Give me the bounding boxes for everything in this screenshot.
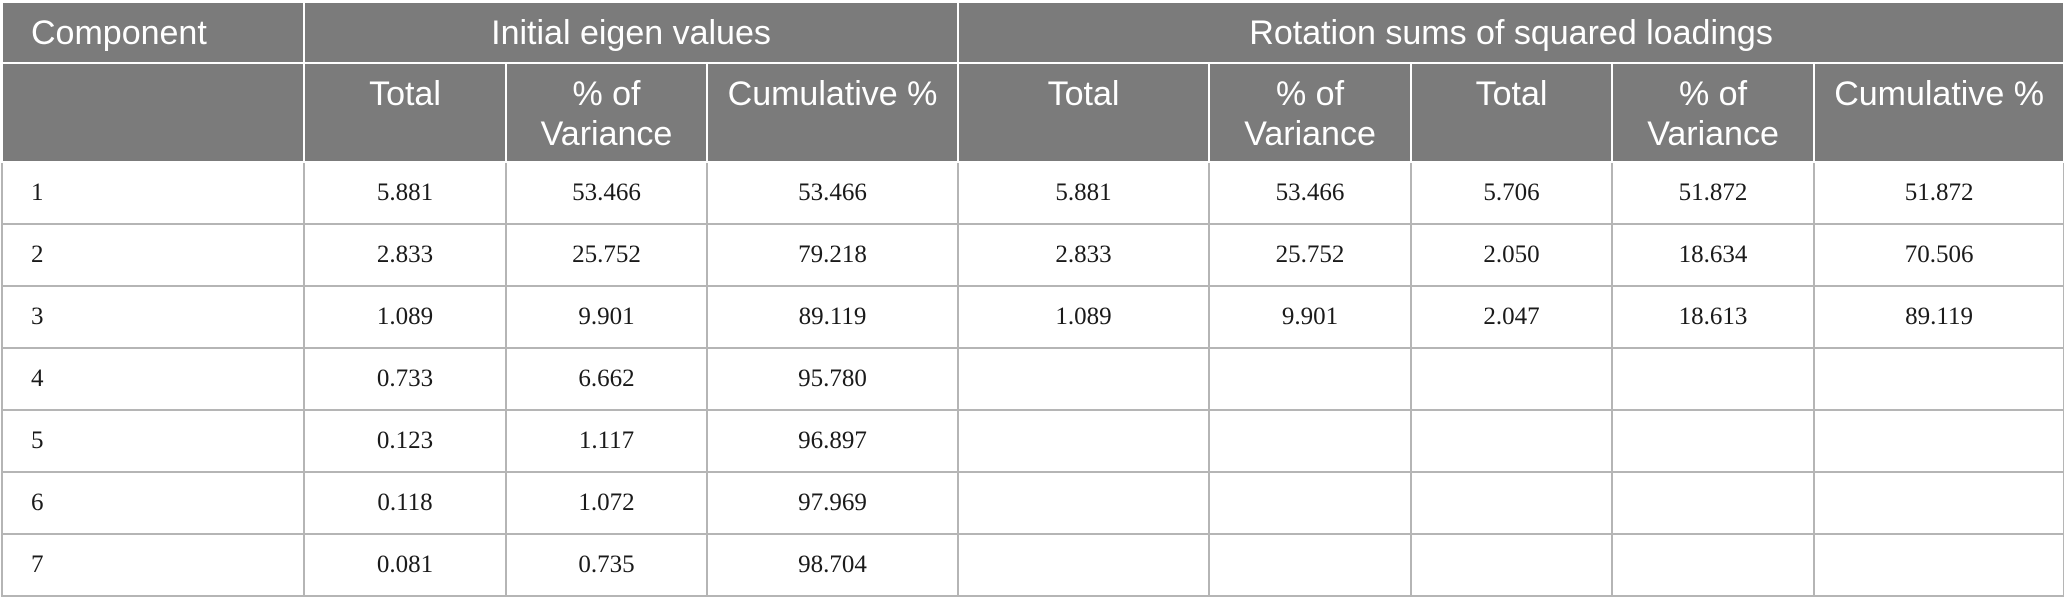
table-cell: 5.881	[303, 161, 507, 225]
table-row: 3 1.089 9.901 89.119 1.089 9.901 2.047 1…	[1, 285, 2064, 349]
sub-header-initial-total: Total	[303, 62, 507, 163]
table-cell: 53.466	[505, 161, 708, 225]
table-cell	[957, 533, 1211, 597]
table-row: 6 0.118 1.072 97.969	[1, 471, 2064, 535]
table-cell	[1611, 347, 1816, 411]
table-cell	[1611, 409, 1816, 473]
table-cell	[1208, 347, 1413, 411]
table-cell: 1.072	[505, 471, 708, 535]
component-cell: 5	[1, 409, 305, 473]
table-cell: 51.872	[1611, 161, 1816, 225]
sub-header-rotation-total-2: Total	[1410, 62, 1614, 163]
table-cell: 97.969	[705, 471, 960, 535]
component-header: Component	[1, 1, 305, 64]
table-cell	[1208, 471, 1413, 535]
table-cell	[1813, 471, 2064, 535]
component-cell: 3	[1, 285, 305, 349]
table-row: 1 5.881 53.466 53.466 5.881 53.466 5.706…	[1, 161, 2064, 225]
table-cell: 0.735	[505, 533, 708, 597]
table-cell: 89.119	[1813, 285, 2064, 349]
table-cell	[1611, 533, 1816, 597]
table-cell: 96.897	[705, 409, 960, 473]
table-cell: 0.118	[303, 471, 507, 535]
sub-header-rotation-variance: % of Variance	[1208, 62, 1413, 163]
table-cell	[957, 347, 1211, 411]
component-cell: 4	[1, 347, 305, 411]
table-row: 4 0.733 6.662 95.780	[1, 347, 2064, 411]
table-cell: 25.752	[505, 223, 708, 287]
sub-header-row: Total % of Variance Cumulative % Total %…	[1, 62, 2064, 163]
table-cell: 18.634	[1611, 223, 1816, 287]
table-cell	[1208, 533, 1413, 597]
sub-header-rotation-variance-2: % of Variance	[1611, 62, 1816, 163]
table-cell: 2.833	[957, 223, 1211, 287]
table-cell: 5.706	[1410, 161, 1614, 225]
table-row: 2 2.833 25.752 79.218 2.833 25.752 2.050…	[1, 223, 2064, 287]
table-cell: 6.662	[505, 347, 708, 411]
table-cell: 25.752	[1208, 223, 1413, 287]
table-cell	[1813, 409, 2064, 473]
table-cell: 0.123	[303, 409, 507, 473]
table-cell	[1410, 533, 1614, 597]
component-cell: 7	[1, 533, 305, 597]
initial-eigen-values-header: Initial eigen values	[302, 1, 960, 64]
table-row: 7 0.081 0.735 98.704	[1, 533, 2064, 597]
table-cell: 79.218	[705, 223, 960, 287]
table-cell	[957, 471, 1211, 535]
table-cell: 1.117	[505, 409, 708, 473]
table-cell: 2.047	[1410, 285, 1614, 349]
sub-header-initial-cumulative: Cumulative %	[705, 62, 960, 163]
rotation-sums-header: Rotation sums of squared loadings	[957, 1, 2064, 64]
table-cell	[1410, 347, 1614, 411]
component-cell: 6	[1, 471, 305, 535]
sub-header-initial-variance: % of Variance	[505, 62, 708, 163]
table-cell: 5.881	[957, 161, 1211, 225]
table-cell	[1611, 471, 1816, 535]
table-cell: 9.901	[1208, 285, 1413, 349]
table-cell	[1208, 409, 1413, 473]
table-row: 5 0.123 1.117 96.897	[1, 409, 2064, 473]
table-cell: 53.466	[1208, 161, 1413, 225]
table-cell: 70.506	[1813, 223, 2064, 287]
table-cell: 18.613	[1611, 285, 1816, 349]
component-cell: 2	[1, 223, 305, 287]
table-cell	[1813, 533, 2064, 597]
table-cell: 51.872	[1813, 161, 2064, 225]
table-cell: 0.081	[303, 533, 507, 597]
table-cell: 1.089	[957, 285, 1211, 349]
table-cell: 89.119	[705, 285, 960, 349]
table-cell: 2.050	[1410, 223, 1614, 287]
table-cell	[1813, 347, 2064, 411]
component-cell: 1	[1, 161, 305, 225]
table-cell	[957, 409, 1211, 473]
sub-header-component	[1, 62, 305, 163]
group-header-row: Component Initial eigen values Rotation …	[1, 1, 2064, 64]
table-cell: 98.704	[705, 533, 960, 597]
table-cell	[1410, 471, 1614, 535]
table-cell: 53.466	[705, 161, 960, 225]
table-cell: 95.780	[705, 347, 960, 411]
table-cell: 9.901	[505, 285, 708, 349]
table-cell: 2.833	[303, 223, 507, 287]
table-cell: 1.089	[303, 285, 507, 349]
table-cell	[1410, 409, 1614, 473]
table-cell: 0.733	[303, 347, 507, 411]
sub-header-rotation-total: Total	[957, 62, 1211, 163]
sub-header-rotation-cumulative: Cumulative %	[1813, 62, 2064, 163]
